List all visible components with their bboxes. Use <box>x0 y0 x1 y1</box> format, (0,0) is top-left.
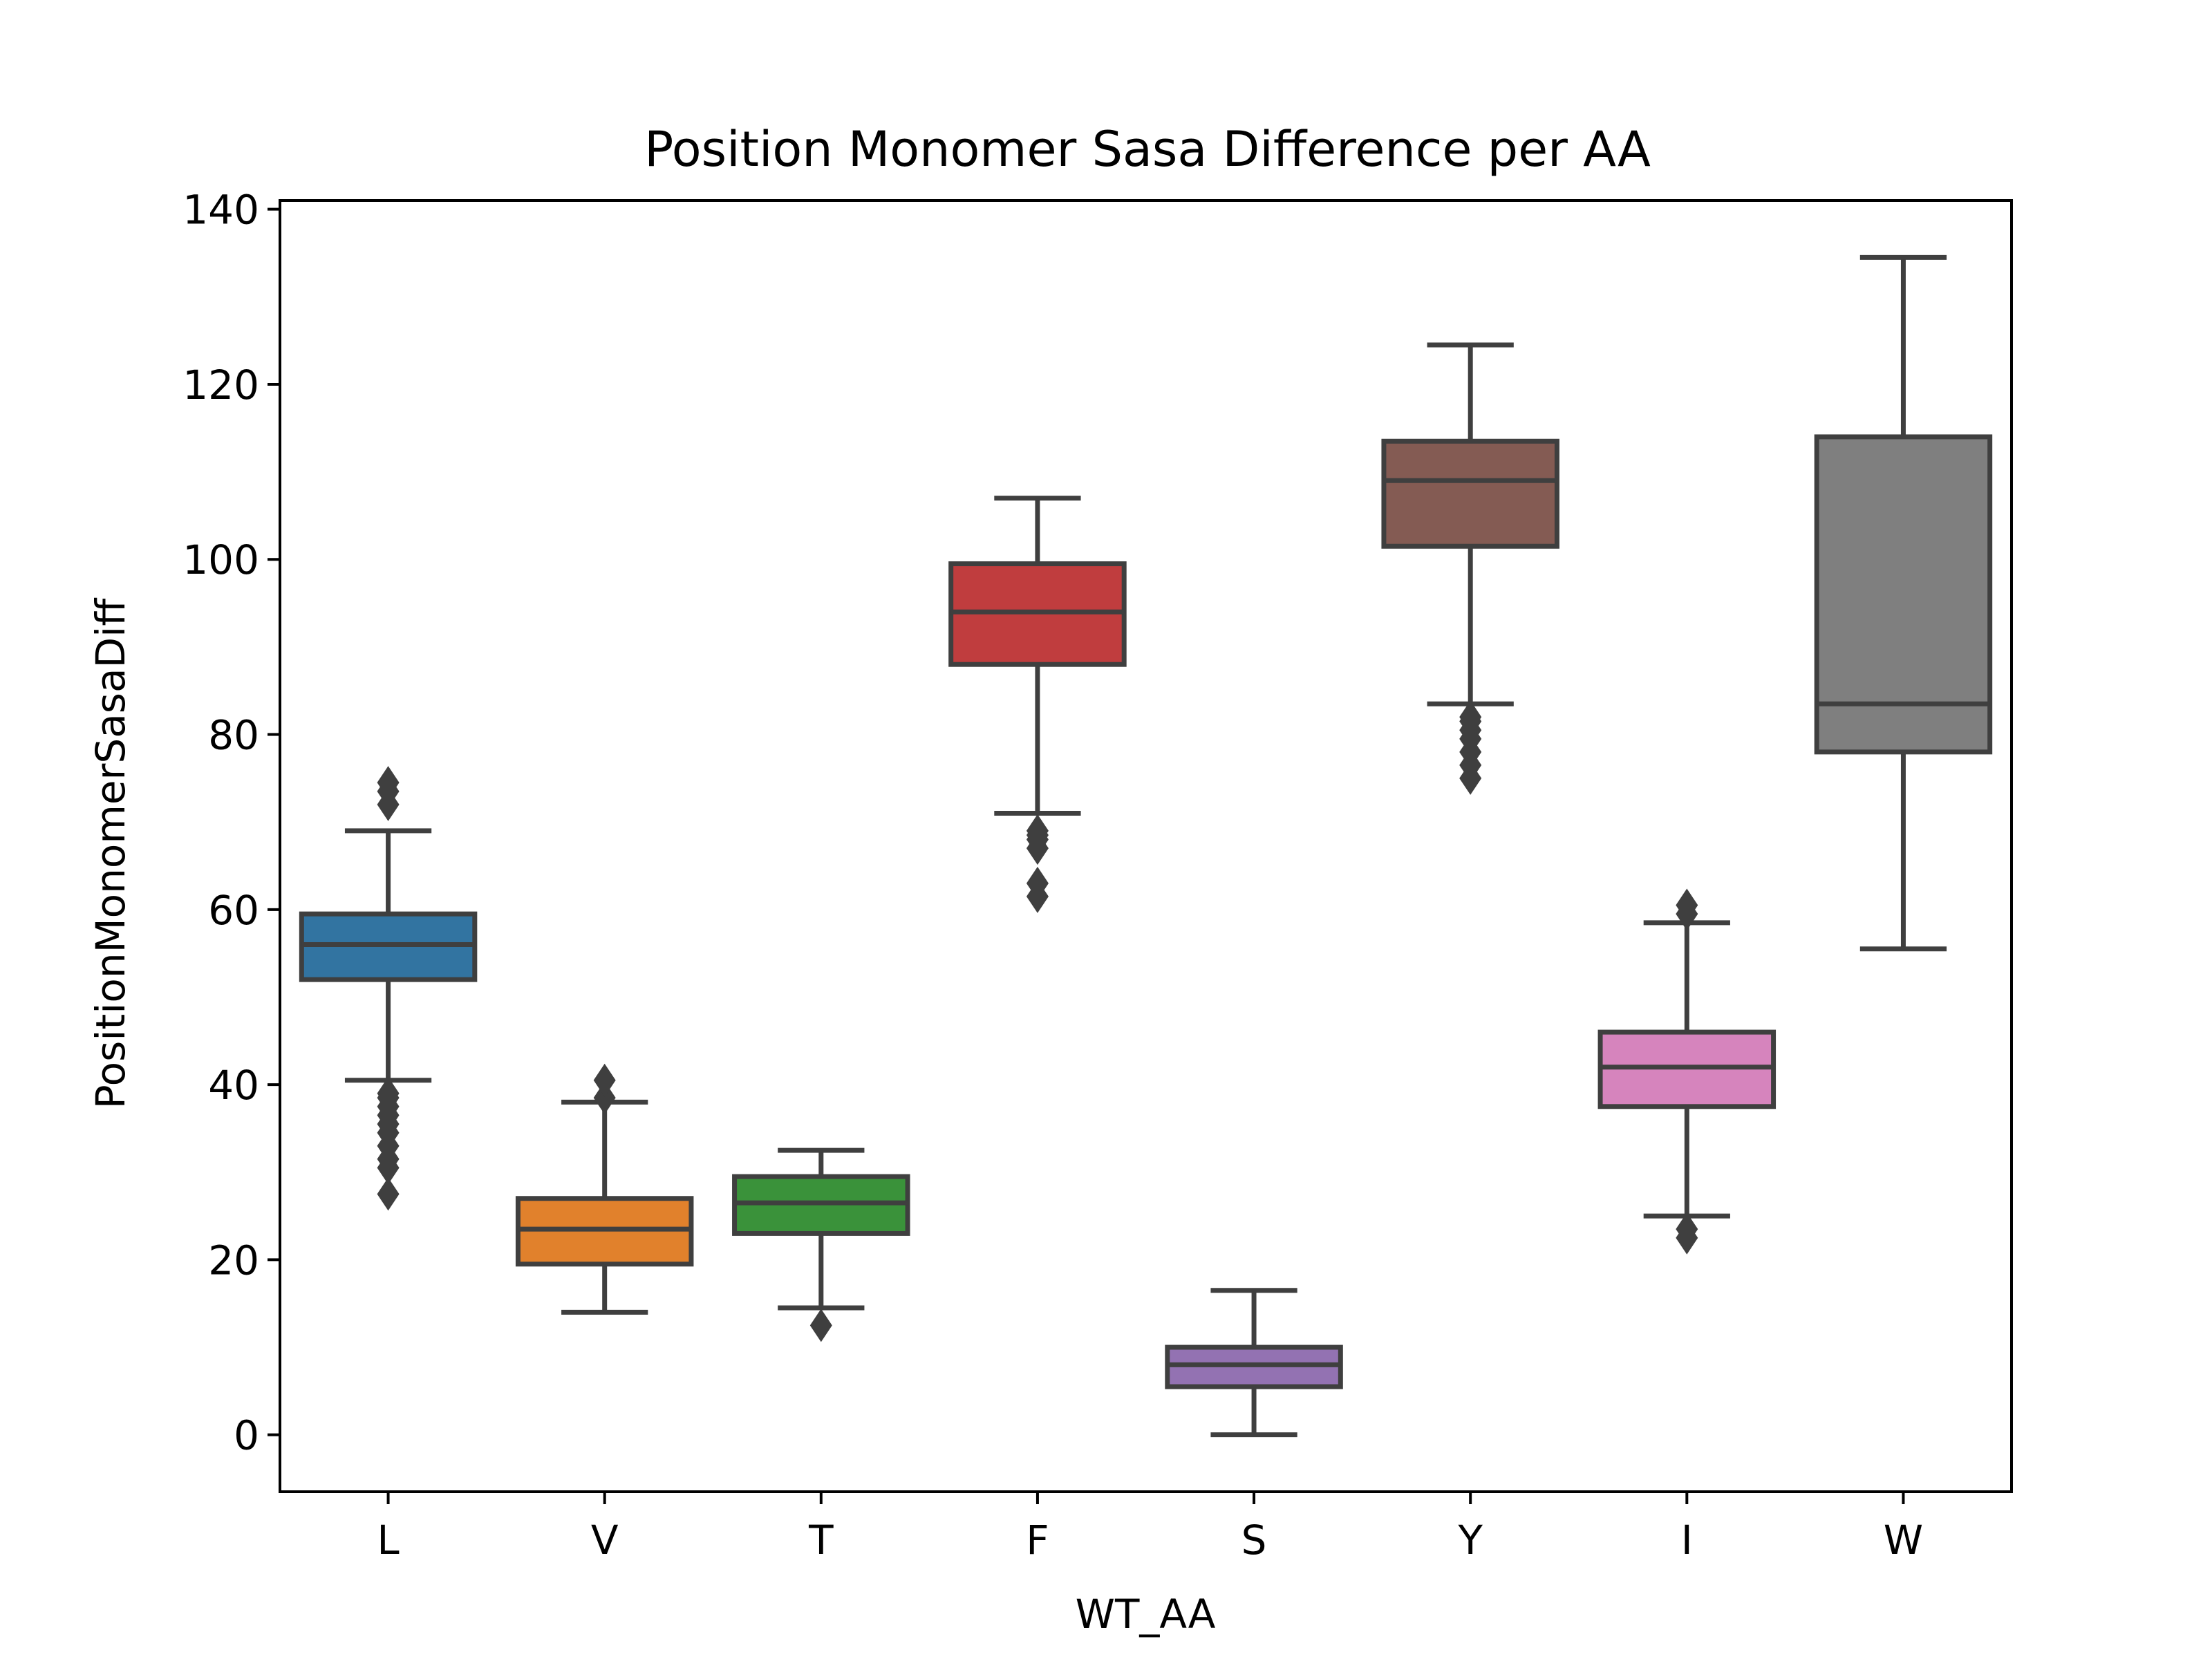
x-tick-label: S <box>1241 1517 1267 1564</box>
box-W <box>1814 254 1993 952</box>
chart-title: Position Monomer Sasa Difference per AA <box>644 121 1651 178</box>
y-tick-label: 40 <box>208 1062 259 1109</box>
box-S <box>1165 1288 1343 1438</box>
outlier-point <box>1026 866 1049 900</box>
x-tick-label: Y <box>1457 1517 1483 1564</box>
y-tick-label: 120 <box>182 362 259 409</box>
outlier-point <box>593 1063 616 1097</box>
plot-frame <box>279 199 2013 1493</box>
box-Y <box>1381 342 1559 795</box>
y-tick-label: 80 <box>208 712 259 759</box>
outlier-point <box>1026 814 1049 847</box>
x-axis-label: WT_AA <box>1076 1591 1216 1638</box>
y-axis-label: PositionMonomerSasaDiff <box>87 597 134 1109</box>
x-tick-label: I <box>1681 1517 1693 1564</box>
outlier-point <box>377 1076 400 1110</box>
y-tick-label: 20 <box>208 1237 259 1284</box>
y-tick-label: 140 <box>182 187 259 234</box>
box-F <box>948 496 1127 913</box>
outlier-point <box>1676 1212 1698 1246</box>
y-tick-label: 100 <box>182 536 259 583</box>
outlier-point <box>1676 888 1698 922</box>
box-V <box>515 1063 694 1315</box>
x-tick-label: V <box>591 1517 619 1564</box>
outlier-point <box>377 1177 400 1211</box>
box-L <box>299 766 478 1211</box>
y-tick-label: 60 <box>208 887 259 934</box>
outlier-point <box>1459 700 1482 734</box>
outlier-point <box>593 1081 616 1115</box>
box-T <box>732 1147 910 1342</box>
x-tick-label: F <box>1026 1517 1049 1564</box>
outlier-point <box>809 1309 832 1342</box>
x-tick-label: W <box>1884 1517 1923 1564</box>
plot-area <box>299 254 1993 1438</box>
box-iqr <box>1814 434 1993 755</box>
x-tick-label: L <box>377 1517 399 1564</box>
box-iqr <box>1381 438 1559 549</box>
y-tick-label: 0 <box>234 1412 259 1459</box>
outlier-point <box>377 766 400 800</box>
y-axis: 0 20 40 60 80 100 120 140 <box>182 187 280 1459</box>
box-I <box>1597 888 1777 1255</box>
x-tick-label: T <box>808 1517 834 1564</box>
